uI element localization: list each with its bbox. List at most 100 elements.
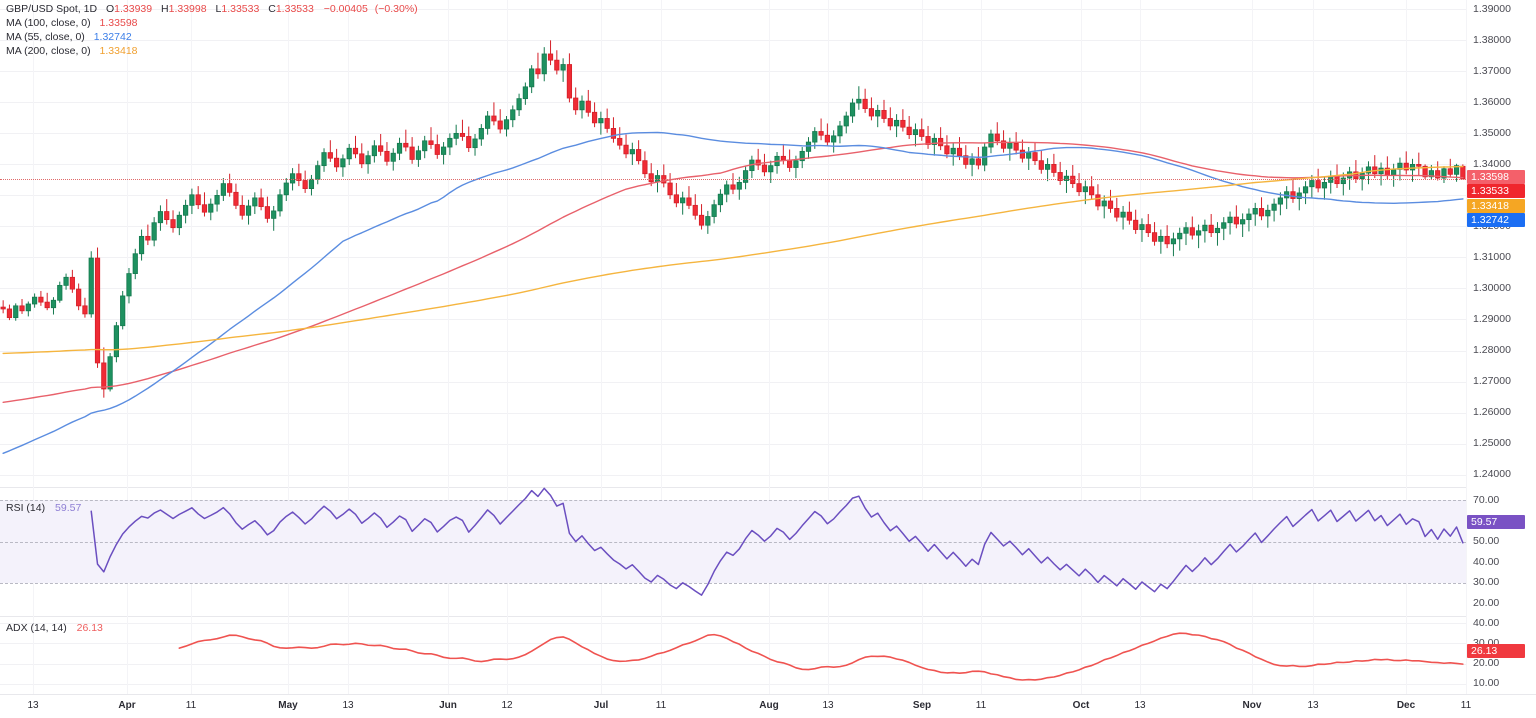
candle-body	[409, 146, 415, 160]
candle-body	[340, 158, 346, 168]
gridline	[0, 9, 1466, 10]
candle-body	[610, 128, 617, 139]
candle-body	[120, 295, 126, 327]
gridline-vertical	[601, 0, 602, 694]
candle-body	[812, 131, 818, 143]
candle-body	[1120, 211, 1126, 218]
close-label: C	[268, 3, 276, 15]
ma100-legend-row[interactable]: MA (100, close, 0) 1.33598	[6, 17, 418, 29]
candle-body	[126, 273, 132, 297]
candle-body	[422, 140, 428, 152]
candle-body	[824, 134, 830, 143]
candle-body	[157, 211, 164, 224]
rsi-tick-label: 20.00	[1473, 597, 1500, 610]
ma55-legend-row[interactable]: MA (55, close, 0) 1.32742	[6, 31, 418, 43]
symbol-name[interactable]: GBP/USD Spot, 1D	[6, 3, 98, 15]
price-tick-label: 1.31000	[1473, 250, 1511, 263]
adx-value-badge[interactable]: 26.13	[1467, 644, 1525, 659]
ma200-badge[interactable]: 1.33418	[1467, 198, 1525, 213]
candle-body	[1202, 224, 1208, 232]
rsi-tick-label: 50.00	[1473, 535, 1500, 548]
candle-body	[1095, 194, 1101, 207]
candle-body	[1221, 222, 1227, 229]
rsi-line	[90, 487, 1464, 596]
candle-body	[1277, 197, 1283, 205]
candle-body	[1403, 162, 1409, 171]
candle-body	[453, 132, 459, 139]
rsi-zone-band	[0, 500, 1466, 583]
time-tick-label: 11	[185, 700, 197, 711]
low-label: L	[215, 3, 222, 15]
rsi-level-line	[0, 500, 1466, 501]
adx-value: 26.13	[76, 622, 103, 634]
candle-body	[478, 128, 484, 140]
candle-body	[843, 115, 849, 127]
candle-body	[164, 211, 170, 221]
candle-body	[503, 119, 510, 130]
current-price-line	[0, 179, 1466, 180]
time-tick-label: 11	[655, 700, 667, 711]
candle-body	[975, 158, 981, 166]
candle-body	[698, 214, 705, 226]
candle-body	[1158, 235, 1164, 242]
gridline	[0, 664, 1466, 665]
ma100-value: 1.33598	[99, 17, 138, 29]
change-percent: (−0.30%)	[374, 3, 418, 15]
candle-body	[994, 133, 1000, 142]
gridline	[0, 623, 1466, 624]
candle-body	[1422, 165, 1428, 178]
candle-body	[1296, 192, 1302, 199]
candle-body	[289, 173, 296, 184]
candle-body	[944, 145, 950, 155]
candle-body	[327, 152, 333, 159]
price-tick-label: 1.27000	[1473, 375, 1511, 388]
candle-body	[956, 147, 963, 157]
adx-tick-label: 20.00	[1473, 657, 1500, 670]
high-label: H	[161, 3, 169, 15]
candle-body	[321, 152, 327, 167]
rsi-title-row[interactable]: RSI (14) 59.57	[6, 503, 81, 514]
candle-body	[1051, 163, 1057, 173]
candle-body	[201, 204, 208, 213]
candle-body	[6, 308, 13, 319]
time-tick-label: Oct	[1072, 700, 1090, 711]
candle-body	[742, 170, 749, 183]
adx-title: ADX (14, 14)	[6, 622, 67, 634]
candle-body	[25, 303, 31, 312]
price-tick-label: 1.29000	[1473, 312, 1511, 325]
ma55-badge[interactable]: 1.32742	[1467, 213, 1525, 228]
candle-body	[1271, 203, 1277, 211]
ma200-legend-row[interactable]: MA (200, close, 0) 1.33418	[6, 45, 418, 57]
ma55-label: MA (55, close, 0)	[6, 31, 85, 43]
time-tick-label: Dec	[1396, 700, 1416, 711]
rsi-value-badge[interactable]: 59.57	[1467, 514, 1525, 529]
candle-body	[415, 150, 422, 160]
candle-body	[466, 136, 472, 149]
symbol-ohlc-row[interactable]: GBP/USD Spot, 1D O1.33939 H1.33998 L1.33…	[6, 3, 418, 15]
candle-body	[32, 296, 38, 305]
adx-title-row[interactable]: ADX (14, 14) 26.13	[6, 623, 103, 634]
ma100-badge[interactable]: 1.33598	[1467, 169, 1525, 184]
candle-body	[554, 59, 560, 71]
candle-body	[378, 145, 384, 152]
gridline	[0, 351, 1466, 352]
candle-body	[1233, 216, 1239, 225]
time-tick-label: 13	[822, 700, 834, 711]
time-tick-label: Nov	[1242, 700, 1262, 711]
gridline	[0, 319, 1466, 320]
price-axis[interactable]: 1.39000 1.38000 1.37000 1.36000 1.35000 1.340…	[1466, 0, 1536, 717]
gridline-vertical	[191, 0, 192, 694]
candle-body	[1227, 216, 1233, 224]
candle-body	[793, 160, 799, 168]
time-tick-label: Apr	[118, 700, 136, 711]
pane-separator	[0, 616, 1466, 617]
adx-tick-label: 30.00	[1473, 636, 1500, 649]
gridline-vertical	[127, 0, 128, 694]
candle-body	[1208, 224, 1214, 234]
time-axis[interactable]: 13 Apr 11 May 13 Jun 12 Jul 11 Aug 13 Sep 11 Oct 13 Nov…	[0, 694, 1536, 718]
candle-body	[598, 118, 604, 124]
last-price-badge[interactable]: 1.33533	[1467, 184, 1525, 199]
candle-body	[1453, 165, 1460, 175]
candle-body	[912, 129, 919, 136]
candle-body	[1076, 183, 1082, 193]
